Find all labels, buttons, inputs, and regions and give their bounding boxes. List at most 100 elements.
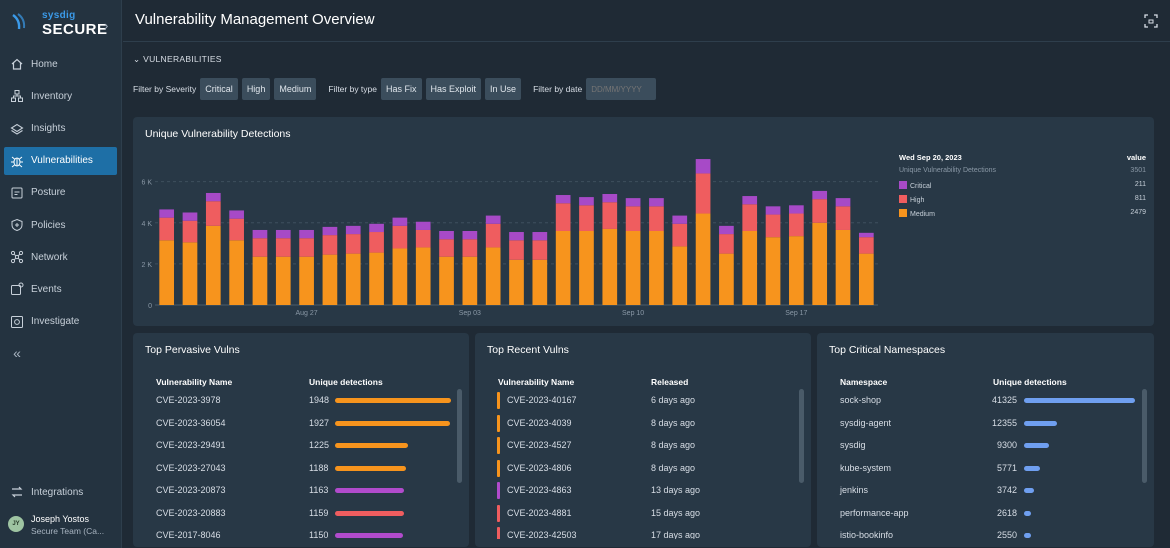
namespace-name[interactable]: performance-app: [840, 507, 909, 518]
sidebar-item-home[interactable]: Home: [0, 50, 122, 78]
list-item[interactable]: CVE-2023-29491 1225: [133, 434, 469, 457]
vuln-name[interactable]: CVE-2023-42503: [507, 530, 577, 539]
bar-high: [345, 234, 361, 254]
vuln-name[interactable]: CVE-2023-20883: [156, 507, 226, 518]
list-item[interactable]: CVE-2023-36054 1927: [133, 412, 469, 435]
sidebar-item-network[interactable]: Network: [0, 243, 122, 271]
bar-critical: [555, 195, 571, 204]
namespace-name[interactable]: sock-shop: [840, 395, 882, 405]
list-item[interactable]: CVE-2023-3978 1948: [133, 389, 469, 412]
namespace-name[interactable]: sysdig: [840, 440, 866, 450]
list-item[interactable]: CVE-2023-20883 1159: [133, 502, 469, 525]
namespace-name[interactable]: kube-system: [840, 462, 892, 473]
detection-bar: [335, 398, 451, 403]
list-item[interactable]: CVE-2023-42503 17 days ago: [475, 524, 811, 539]
bar-high: [695, 173, 711, 214]
bar-medium: [532, 259, 548, 305]
detections-chart[interactable]: 0 2 K 4 K 6 K Aug 27 Sep 03 Sep 10 Sep 17: [133, 117, 1154, 326]
severity-indicator: [497, 437, 500, 454]
list-item[interactable]: CVE-2023-40167 6 days ago: [475, 389, 811, 412]
legend-item-high: High: [899, 195, 924, 204]
bar-high: [532, 240, 548, 260]
shield-icon: [9, 217, 25, 233]
list-item[interactable]: performance-app 2618: [817, 502, 1154, 525]
vuln-name[interactable]: CVE-2023-36054: [156, 417, 226, 428]
vuln-name[interactable]: CVE-2023-4881: [507, 507, 572, 518]
detection-count: 1188: [309, 462, 329, 473]
filter-medium-button[interactable]: Medium: [274, 78, 317, 100]
bar-high: [812, 199, 828, 223]
list-item[interactable]: sysdig-agent 12355: [817, 412, 1154, 435]
list-item[interactable]: CVE-2017-8046 1150: [133, 524, 469, 539]
collapse-sidebar-button[interactable]: «: [0, 339, 122, 367]
chevron-right-icon[interactable]: ›: [104, 18, 109, 33]
column-header-name[interactable]: Vulnerability Name: [156, 377, 233, 387]
vuln-name[interactable]: CVE-2023-3978: [156, 395, 221, 405]
column-header-released[interactable]: Released: [651, 377, 689, 387]
bar-high: [765, 214, 781, 238]
sidebar-item-vulnerabilities[interactable]: Vulnerabilities: [4, 146, 117, 175]
list-item[interactable]: istio-bookinfo 2550: [817, 524, 1154, 539]
list-item[interactable]: CVE-2023-4863 13 days ago: [475, 479, 811, 502]
sidebar-item-inventory[interactable]: Inventory: [0, 82, 122, 110]
scrollbar[interactable]: [799, 389, 804, 483]
scrollbar[interactable]: [457, 389, 462, 483]
sidebar-item-events[interactable]: Events: [0, 275, 122, 303]
sidebar-item-insights[interactable]: Insights: [0, 114, 122, 142]
vuln-name[interactable]: CVE-2023-20873: [156, 485, 226, 495]
vuln-name[interactable]: CVE-2023-27043: [156, 462, 226, 473]
vuln-name[interactable]: CVE-2023-4806: [507, 462, 572, 473]
sidebar-item-integrations[interactable]: Integrations: [0, 478, 122, 506]
namespace-name[interactable]: jenkins: [840, 485, 869, 495]
vuln-name[interactable]: CVE-2023-4039: [507, 417, 572, 428]
list-item[interactable]: CVE-2023-4881 15 days ago: [475, 502, 811, 525]
list-item[interactable]: CVE-2023-4039 8 days ago: [475, 412, 811, 435]
bar-medium: [439, 256, 454, 305]
namespace-name[interactable]: istio-bookinfo: [840, 530, 894, 539]
filter-has-exploit-button[interactable]: Has Exploit: [425, 78, 482, 100]
user-menu[interactable]: JY Joseph Yostos Secure Team (Ca...: [0, 512, 122, 542]
chevron-down-icon[interactable]: ⌄: [363, 15, 373, 27]
network-icon: [9, 249, 25, 265]
column-header-namespace[interactable]: Namespace: [840, 377, 888, 387]
bar-high: [625, 206, 641, 231]
filter-has-fix-button[interactable]: Has Fix: [381, 78, 422, 100]
vuln-name[interactable]: CVE-2017-8046: [156, 530, 221, 539]
bar-high: [509, 240, 524, 260]
column-header-detections[interactable]: Unique detections: [309, 377, 383, 387]
list-item[interactable]: sysdig 9300: [817, 434, 1154, 457]
column-header-detections[interactable]: Unique detections: [993, 377, 1067, 387]
filter-high-button[interactable]: High: [241, 78, 271, 100]
date-filter-input[interactable]: [586, 78, 657, 100]
bar-high: [835, 206, 851, 230]
insights-icon: [9, 120, 25, 136]
page-title[interactable]: Vulnerability Management Overview: [135, 11, 375, 28]
y-tick-label: 0: [148, 303, 152, 310]
list-item[interactable]: CVE-2023-27043 1188: [133, 457, 469, 480]
fullscreen-icon[interactable]: [1144, 14, 1158, 28]
filter-critical-button[interactable]: Critical: [200, 78, 238, 100]
list-item[interactable]: CVE-2023-4806 8 days ago: [475, 457, 811, 480]
filter-in-use-button[interactable]: In Use: [485, 78, 522, 100]
bar-critical: [719, 225, 734, 235]
list-item[interactable]: jenkins 3742: [817, 479, 1154, 502]
sidebar-item-investigate[interactable]: Investigate: [0, 308, 122, 336]
sysdig-logo[interactable]: sysdig SECURE ›: [10, 10, 120, 40]
vuln-name[interactable]: CVE-2023-29491: [156, 440, 226, 450]
list-item[interactable]: CVE-2023-4527 8 days ago: [475, 434, 811, 457]
detection-bar: [1024, 398, 1135, 403]
vuln-name[interactable]: CVE-2023-4527: [507, 440, 572, 450]
namespace-name[interactable]: sysdig-agent: [840, 417, 892, 428]
list-item[interactable]: sock-shop 41325: [817, 389, 1154, 412]
sidebar-item-policies[interactable]: Policies: [0, 211, 122, 239]
vuln-name[interactable]: CVE-2023-40167: [507, 395, 577, 405]
sidebar-item-posture[interactable]: Posture: [0, 179, 122, 207]
list-item[interactable]: CVE-2023-20873 1163: [133, 479, 469, 502]
column-header-name[interactable]: Vulnerability Name: [498, 377, 575, 387]
user-team: Secure Team (Ca...: [31, 526, 105, 536]
vuln-name[interactable]: CVE-2023-4863: [507, 485, 572, 495]
detection-count: 3742: [996, 485, 1017, 495]
section-header[interactable]: ⌄ VULNERABILITIES: [133, 54, 222, 65]
list-item[interactable]: kube-system 5771: [817, 457, 1154, 480]
scrollbar[interactable]: [1142, 389, 1147, 483]
